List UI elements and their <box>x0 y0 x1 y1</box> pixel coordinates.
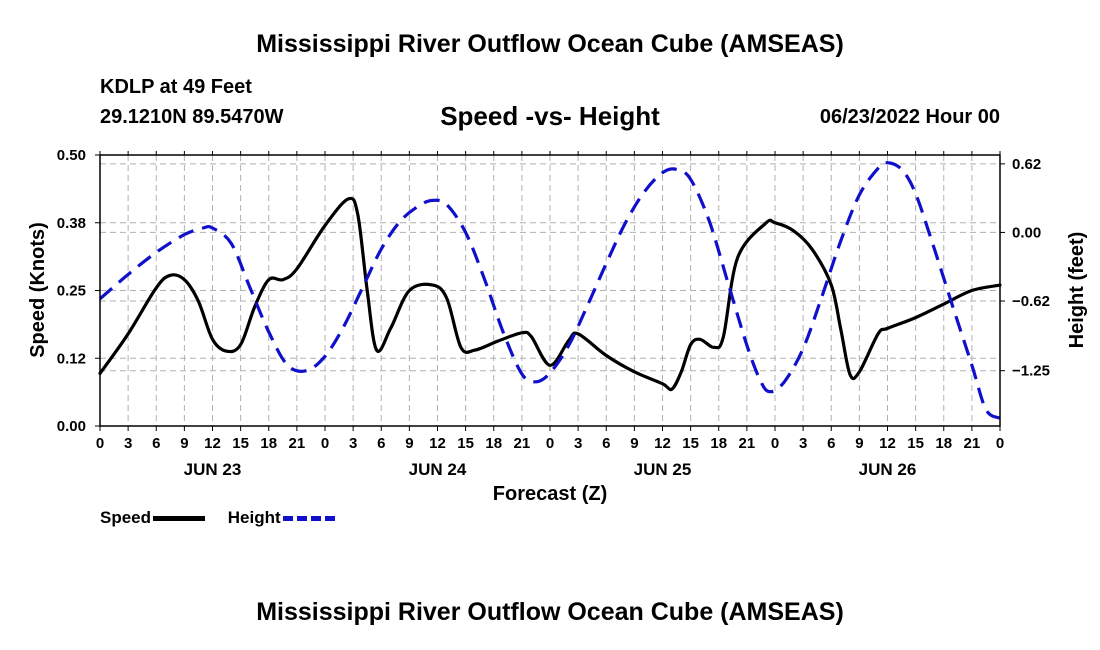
y-tick-label: 0.00 <box>57 418 86 435</box>
day-label: JUN 25 <box>634 460 692 479</box>
x-tick-label: 0 <box>321 435 329 452</box>
x-tick-label: 12 <box>204 435 221 452</box>
legend: Speed Height <box>100 508 353 528</box>
y-tick-label: 0.38 <box>57 215 86 232</box>
x-tick-label: 12 <box>429 435 446 452</box>
x-tick-label: 3 <box>799 435 807 452</box>
y2-tick-label: 0.62 <box>1012 156 1041 173</box>
grid-layer <box>99 154 1001 427</box>
x-axis-label: Forecast (Z) <box>493 483 607 505</box>
legend-speed-label: Speed <box>100 508 152 527</box>
x-tick-label: 21 <box>514 435 531 452</box>
y-tick-label: 0.25 <box>57 283 86 300</box>
x-tick-label: 9 <box>855 435 863 452</box>
station-label: KDLP at 49 Feet <box>100 76 252 98</box>
legend-speed-swatch <box>153 515 206 521</box>
y2-axis-label: Height (feet) <box>1066 232 1088 349</box>
x-tick-label: 0 <box>546 435 554 452</box>
x-tick-label: 6 <box>377 435 385 452</box>
x-tick-label: 18 <box>935 435 952 452</box>
x-tick-label: 3 <box>124 435 132 452</box>
x-tick-label: 21 <box>289 435 306 452</box>
y-tick-label: 0.50 <box>57 147 86 164</box>
y2-tick-label: 0.00 <box>1012 224 1041 241</box>
coordinates-label: 29.1210N 89.5470W <box>100 106 284 128</box>
footer-title: Mississippi River Outflow Ocean Cube (AM… <box>256 598 844 626</box>
legend-height: Height <box>228 508 335 528</box>
x-tick-label: 15 <box>232 435 249 452</box>
y2-tick-label: −0.62 <box>1012 293 1050 310</box>
x-tick-label: 15 <box>457 435 474 452</box>
main-title: Mississippi River Outflow Ocean Cube (AM… <box>256 30 844 58</box>
x-tick-label: 15 <box>907 435 924 452</box>
x-tick-label: 18 <box>710 435 727 452</box>
x-tick-label: 21 <box>739 435 756 452</box>
y-tick-label: 0.12 <box>57 350 86 367</box>
y2-tick-label: −1.25 <box>1012 363 1050 380</box>
x-tick-label: 3 <box>349 435 357 452</box>
x-tick-label: 6 <box>152 435 160 452</box>
x-tick-label: 9 <box>405 435 413 452</box>
x-tick-label: 0 <box>996 435 1004 452</box>
series-height-line <box>98 161 1001 420</box>
day-label: JUN 26 <box>859 460 917 479</box>
axis-layer: 0 3 6 9 12 15 18 21 0 3 6 9 12 15 18 21 0 3 6 9 12 15 18 21 0 3 6 9… <box>57 147 1050 479</box>
x-tick-label: 12 <box>879 435 896 452</box>
x-tick-label: 0 <box>96 435 104 452</box>
series-layer <box>98 161 1002 420</box>
x-tick-label: 18 <box>260 435 277 452</box>
legend-height-swatch <box>282 515 335 521</box>
legend-speed: Speed <box>100 508 206 528</box>
x-tick-label: 18 <box>485 435 502 452</box>
x-tick-label: 0 <box>771 435 779 452</box>
x-tick-label: 9 <box>180 435 188 452</box>
day-label: JUN 23 <box>184 460 242 479</box>
x-tick-label: 12 <box>654 435 671 452</box>
x-tick-label: 21 <box>964 435 981 452</box>
legend-height-label: Height <box>227 508 281 527</box>
x-tick-label: 6 <box>827 435 835 452</box>
x-tick-label: 15 <box>682 435 699 452</box>
chart-subtitle: Speed -vs- Height <box>440 101 660 131</box>
forecast-datetime: 06/23/2022 Hour 00 <box>819 106 1000 128</box>
y-axis-label: Speed (Knots) <box>27 222 49 358</box>
series-speed-line <box>98 196 1002 392</box>
x-tick-label: 6 <box>602 435 610 452</box>
x-tick-label: 9 <box>630 435 638 452</box>
day-label: JUN 24 <box>409 460 467 479</box>
x-tick-label: 3 <box>574 435 582 452</box>
